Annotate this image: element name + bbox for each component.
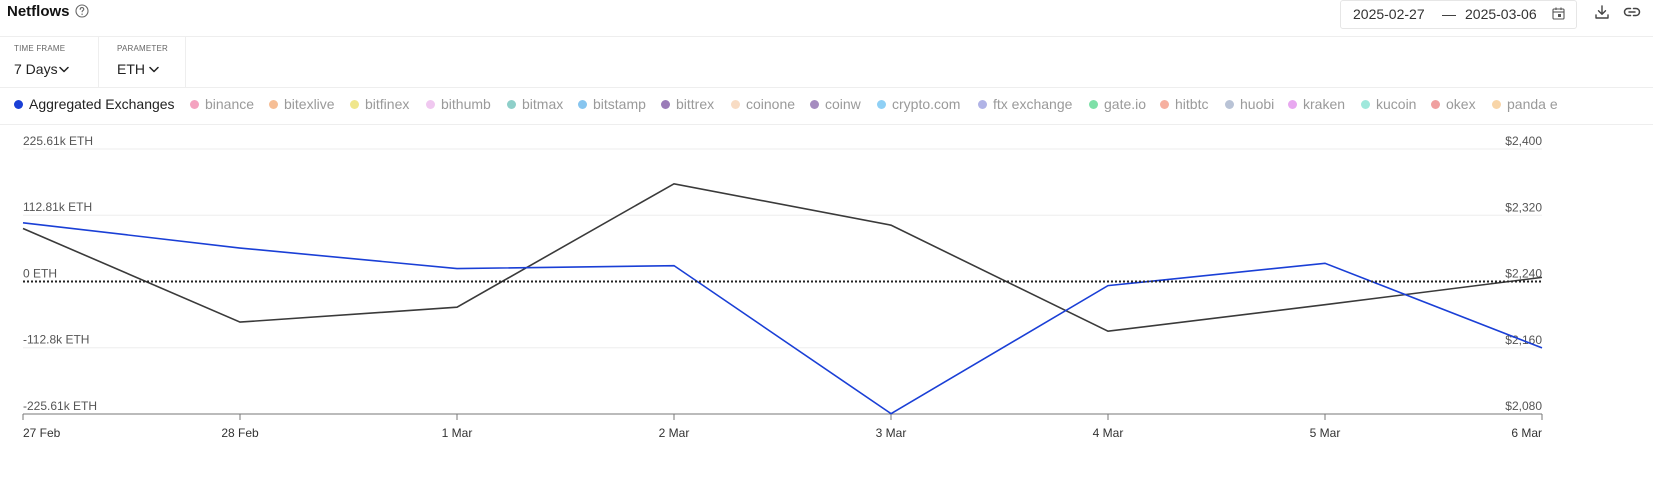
chevron-down-icon [59, 66, 69, 73]
parameter-value: ETH [117, 61, 145, 77]
time-frame-dropdown[interactable]: TIME FRAME 7 Days [0, 37, 99, 87]
x-tick-label: 5 Mar [1310, 426, 1341, 440]
legend-dot-icon [426, 100, 435, 109]
legend-label: bitexlive [284, 96, 335, 112]
y-left-tick-label: 225.61k ETH [23, 134, 93, 148]
x-tick-label: 3 Mar [876, 426, 907, 440]
help-icon[interactable] [75, 4, 89, 18]
y-right-tick-label: $2,400 [1505, 134, 1542, 148]
legend-label: bitstamp [593, 96, 646, 112]
y-right-tick-label: $2,080 [1505, 399, 1542, 413]
chevron-down-icon [149, 66, 159, 73]
netflow-line [22, 221, 1543, 415]
date-separator: — [1442, 6, 1456, 22]
legend-dot-icon [1288, 100, 1297, 109]
y-right-tick-label: $2,240 [1505, 267, 1542, 281]
download-icon[interactable] [1594, 4, 1610, 20]
time-frame-label: TIME FRAME [14, 44, 66, 53]
legend-label: coinone [746, 96, 796, 112]
x-tick-label: 27 Feb [23, 426, 61, 440]
legend-label: Aggregated Exchanges [29, 96, 175, 112]
x-tick-label: 1 Mar [442, 426, 473, 440]
filter-bar: TIME FRAME 7 Days PARAMETER ETH [0, 37, 1653, 88]
y-left-tick-label: -225.61k ETH [23, 399, 97, 413]
y-right-tick-label: $2,320 [1505, 200, 1542, 214]
legend-dot-icon [810, 100, 819, 109]
legend-label: panda e [1507, 96, 1558, 112]
x-tick-label: 6 Mar [1511, 426, 1542, 440]
legend-dot-icon [731, 100, 740, 109]
legend-label: bitfinex [365, 96, 410, 112]
legend-dot-icon [578, 100, 587, 109]
header: Netflows 2025-02-27 — 2025-03-06 [0, 0, 1653, 37]
legend-dot-icon [190, 100, 199, 109]
legend-label: bithumb [441, 96, 491, 112]
legend-label: gate.io [1104, 96, 1147, 112]
netflow-chart: 225.61k ETH 112.81k ETH 0 ETH -112.8k ETH -2… [0, 124, 1653, 478]
y-left-tick-label: -112.8k ETH [23, 333, 89, 347]
chart-legend: Aggregated Exchanges binance bitexlive bitf… [0, 92, 1653, 118]
legend-label: okex [1446, 96, 1476, 112]
date-start: 2025-02-27 [1353, 6, 1425, 22]
legend-dot-icon [350, 100, 359, 109]
x-tick-label: 4 Mar [1093, 426, 1124, 440]
legend-label: binance [205, 96, 255, 112]
legend-label: ftx exchange [993, 96, 1073, 112]
legend-dot-icon [507, 100, 516, 109]
time-frame-value: 7 Days [14, 61, 58, 77]
legend-label: bittrex [676, 96, 715, 112]
legend-label: crypto.com [892, 96, 961, 112]
legend-dot-icon [1431, 100, 1440, 109]
date-end: 2025-03-06 [1465, 6, 1537, 22]
page-title: Netflows [7, 3, 70, 20]
legend-dot-icon [1160, 100, 1169, 109]
legend-dot-icon [1361, 100, 1370, 109]
y-left-tick-label: 112.81k ETH [23, 200, 92, 214]
y-left-tick-label: 0 ETH [23, 267, 57, 281]
x-tick-label: 2 Mar [659, 426, 690, 440]
legend-dot-icon [1089, 100, 1098, 109]
price-line [22, 182, 1543, 333]
x-tick-label: 28 Feb [221, 426, 259, 440]
legend-dot-icon [1225, 100, 1234, 109]
legend-label: kucoin [1376, 96, 1417, 112]
legend-dot-icon [877, 100, 886, 109]
legend-label: kraken [1303, 96, 1346, 112]
legend-label: coinw [825, 96, 861, 112]
legend-dot-icon [14, 100, 23, 109]
chart-plot: 225.61k ETH 112.81k ETH 0 ETH -112.8k ETH -2… [22, 134, 1543, 440]
legend-label: hitbtc [1175, 96, 1209, 112]
calendar-icon [1552, 7, 1565, 20]
parameter-dropdown[interactable]: PARAMETER ETH [99, 37, 186, 87]
legend-label: bitmax [522, 96, 564, 112]
legend-dot-icon [269, 100, 278, 109]
link-icon[interactable] [1623, 4, 1641, 20]
legend-dot-icon [978, 100, 987, 109]
date-range-picker[interactable]: 2025-02-27 — 2025-03-06 [1340, 0, 1577, 29]
y-right-tick-label: $2,160 [1505, 333, 1542, 347]
legend-dot-icon [1492, 100, 1501, 109]
parameter-label: PARAMETER [117, 44, 168, 53]
legend-label: huobi [1240, 96, 1275, 112]
legend-dot-icon [661, 100, 670, 109]
